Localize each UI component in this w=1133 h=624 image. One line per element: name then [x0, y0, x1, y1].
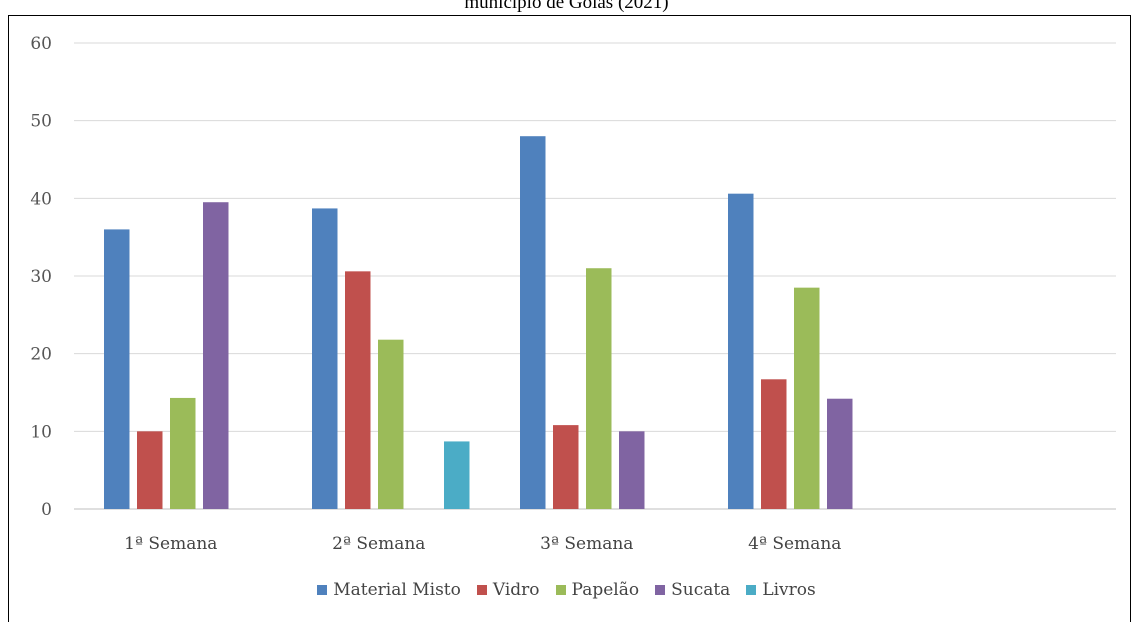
legend-swatch: [317, 585, 328, 595]
bar-vidro: [345, 271, 371, 509]
legend-swatch: [655, 585, 666, 595]
legend-label: Papelão: [571, 580, 640, 600]
legend-label: Material Misto: [333, 580, 461, 600]
y-tick-label: 0: [41, 500, 52, 520]
bar-papelão: [170, 397, 196, 509]
y-tick-label: 30: [30, 267, 52, 287]
legend-swatch: [476, 585, 487, 595]
bar-material-misto: [312, 208, 338, 509]
y-tick-label: 40: [30, 189, 52, 209]
legend: Material Misto Vidro Papelão Sucata Livros: [0, 580, 1133, 600]
legend-item: Sucata: [655, 580, 730, 600]
bar-material-misto: [728, 193, 754, 509]
chart-title: município de Goiás (2021): [464, 0, 669, 13]
y-tick-label: 20: [30, 345, 52, 365]
bar-vidro: [761, 379, 787, 509]
bar-vidro: [137, 431, 163, 509]
legend-label: Sucata: [671, 580, 731, 600]
x-axis-labels: 1ª Semana 2ª Semana 3ª Semana 4ª Semana: [124, 534, 841, 554]
y-axis-ticks: 0 10 20 30 40 50 60: [30, 34, 52, 520]
bar-papelão: [378, 339, 404, 509]
bar-sucata: [827, 398, 853, 509]
legend-label: Vidro: [492, 580, 540, 600]
chart-frame: [8, 15, 1131, 622]
bar-papelão: [794, 287, 820, 509]
bar-material-misto: [520, 136, 546, 509]
legend-swatch: [746, 585, 757, 595]
bar-material-misto: [104, 229, 130, 509]
bars: [104, 136, 853, 509]
legend-item: Livros: [746, 580, 816, 600]
legend-item: Papelão: [555, 580, 640, 600]
bar-livros: [444, 441, 470, 509]
x-category-label: 4ª Semana: [748, 534, 841, 554]
legend-item: Vidro: [476, 580, 540, 600]
bar-sucata: [619, 431, 645, 509]
x-category-label: 2ª Semana: [332, 534, 425, 554]
bar-papelão: [586, 268, 612, 509]
y-tick-label: 50: [30, 112, 52, 132]
legend-item: Material Misto: [317, 580, 461, 600]
legend-label: Livros: [762, 580, 816, 600]
x-category-label: 1ª Semana: [124, 534, 217, 554]
y-tick-label: 60: [30, 34, 52, 54]
bar-sucata: [203, 202, 229, 509]
legend-swatch: [555, 585, 566, 595]
x-category-label: 3ª Semana: [540, 534, 633, 554]
y-tick-label: 10: [30, 422, 52, 442]
bar-vidro: [553, 425, 579, 509]
